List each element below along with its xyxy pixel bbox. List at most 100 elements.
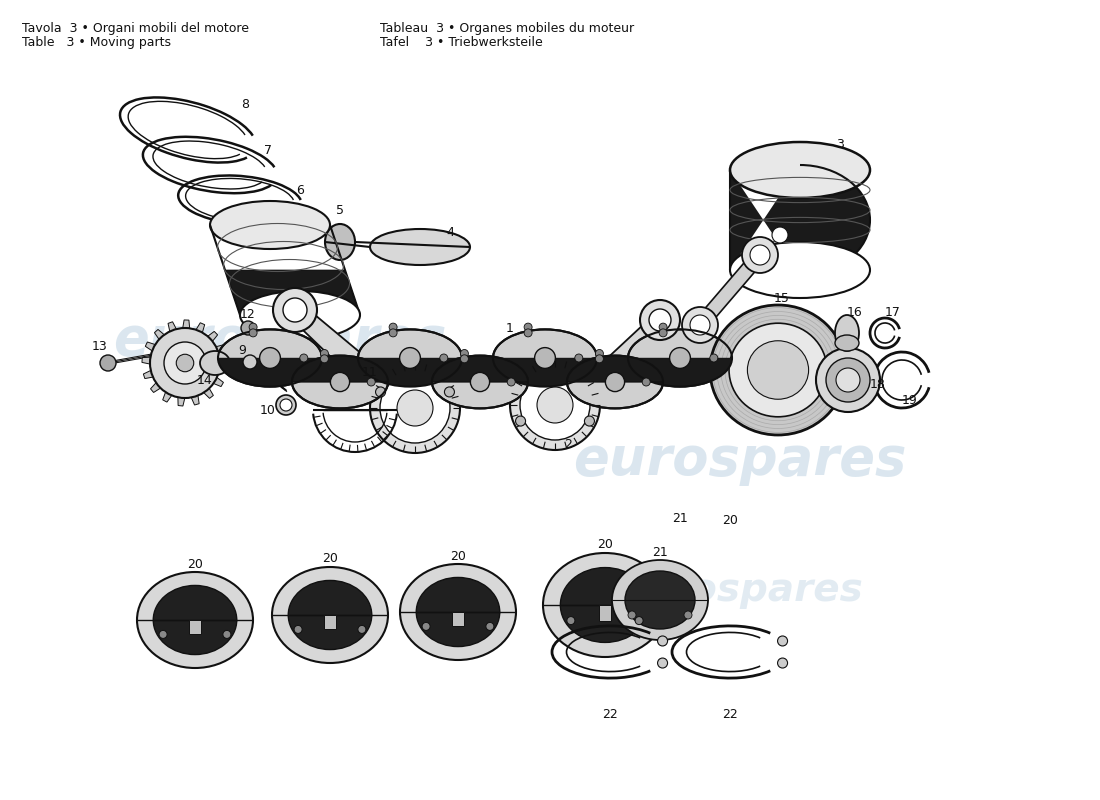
Circle shape bbox=[471, 372, 490, 392]
Polygon shape bbox=[226, 270, 360, 315]
Polygon shape bbox=[216, 363, 228, 371]
Circle shape bbox=[330, 372, 350, 392]
Circle shape bbox=[778, 658, 788, 668]
Ellipse shape bbox=[730, 242, 870, 298]
Polygon shape bbox=[572, 314, 666, 409]
Circle shape bbox=[422, 622, 430, 630]
Text: 20: 20 bbox=[187, 558, 202, 570]
Ellipse shape bbox=[138, 572, 253, 668]
Circle shape bbox=[649, 309, 671, 331]
Ellipse shape bbox=[493, 330, 597, 386]
Circle shape bbox=[358, 626, 366, 634]
Text: 6: 6 bbox=[296, 183, 304, 197]
Polygon shape bbox=[598, 605, 612, 621]
Ellipse shape bbox=[370, 229, 470, 265]
Circle shape bbox=[176, 354, 194, 372]
Text: 11: 11 bbox=[362, 366, 378, 378]
Polygon shape bbox=[189, 392, 199, 405]
Circle shape bbox=[516, 416, 526, 426]
Circle shape bbox=[826, 358, 870, 402]
Text: 1: 1 bbox=[506, 322, 514, 334]
Circle shape bbox=[772, 227, 788, 243]
Circle shape bbox=[280, 399, 292, 411]
Circle shape bbox=[389, 323, 397, 331]
Circle shape bbox=[520, 370, 590, 440]
Ellipse shape bbox=[292, 355, 388, 408]
Circle shape bbox=[659, 329, 667, 337]
Polygon shape bbox=[289, 303, 399, 405]
Text: eurospares: eurospares bbox=[113, 314, 447, 366]
Text: 16: 16 bbox=[847, 306, 862, 319]
Circle shape bbox=[658, 658, 668, 668]
Circle shape bbox=[461, 350, 469, 358]
Text: 20: 20 bbox=[722, 514, 738, 526]
Circle shape bbox=[164, 342, 206, 384]
Ellipse shape bbox=[288, 581, 372, 650]
Ellipse shape bbox=[153, 586, 236, 654]
Circle shape bbox=[397, 390, 433, 426]
Circle shape bbox=[642, 378, 650, 386]
Text: 20: 20 bbox=[450, 550, 466, 562]
Polygon shape bbox=[695, 250, 766, 330]
Polygon shape bbox=[324, 615, 336, 630]
Circle shape bbox=[595, 350, 604, 358]
Circle shape bbox=[150, 328, 220, 398]
Text: Tableau  3 • Organes mobiles du moteur: Tableau 3 • Organes mobiles du moteur bbox=[379, 22, 634, 35]
Circle shape bbox=[461, 355, 469, 363]
Circle shape bbox=[249, 323, 257, 331]
Circle shape bbox=[750, 245, 770, 265]
Polygon shape bbox=[292, 355, 388, 382]
Polygon shape bbox=[212, 345, 226, 355]
Text: 21: 21 bbox=[652, 546, 668, 559]
Circle shape bbox=[566, 617, 575, 625]
Ellipse shape bbox=[543, 553, 667, 657]
Ellipse shape bbox=[218, 330, 322, 386]
Text: eurospares: eurospares bbox=[617, 571, 862, 609]
Circle shape bbox=[628, 611, 636, 619]
Ellipse shape bbox=[324, 224, 355, 260]
Circle shape bbox=[440, 354, 448, 362]
Circle shape bbox=[584, 416, 594, 426]
Circle shape bbox=[507, 378, 515, 386]
Text: 5: 5 bbox=[336, 203, 344, 217]
Ellipse shape bbox=[729, 323, 827, 417]
Polygon shape bbox=[493, 358, 597, 386]
Polygon shape bbox=[183, 320, 190, 332]
Circle shape bbox=[836, 368, 860, 392]
Ellipse shape bbox=[432, 355, 528, 408]
Text: Tavola  3 • Organi mobili del motore: Tavola 3 • Organi mobili del motore bbox=[22, 22, 249, 35]
Ellipse shape bbox=[210, 201, 330, 249]
Text: 13: 13 bbox=[92, 341, 108, 354]
Circle shape bbox=[635, 617, 643, 625]
Ellipse shape bbox=[625, 571, 695, 629]
Circle shape bbox=[379, 373, 450, 443]
Circle shape bbox=[276, 395, 296, 415]
Circle shape bbox=[375, 387, 386, 397]
Polygon shape bbox=[163, 389, 174, 402]
Circle shape bbox=[243, 355, 257, 369]
Polygon shape bbox=[216, 359, 228, 367]
Polygon shape bbox=[151, 380, 164, 393]
Ellipse shape bbox=[272, 567, 388, 663]
Polygon shape bbox=[218, 358, 322, 386]
Text: 12: 12 bbox=[240, 307, 256, 321]
Circle shape bbox=[524, 329, 532, 337]
Circle shape bbox=[575, 354, 583, 362]
Text: 4: 4 bbox=[447, 226, 454, 238]
Circle shape bbox=[249, 329, 257, 337]
Polygon shape bbox=[358, 358, 462, 386]
Ellipse shape bbox=[566, 355, 663, 408]
Text: 7: 7 bbox=[264, 143, 272, 157]
Text: 9: 9 bbox=[238, 343, 246, 357]
Circle shape bbox=[100, 355, 116, 371]
Text: 2: 2 bbox=[564, 438, 572, 451]
Circle shape bbox=[300, 354, 308, 362]
Circle shape bbox=[273, 288, 317, 332]
Circle shape bbox=[389, 329, 397, 337]
Circle shape bbox=[605, 372, 625, 392]
Ellipse shape bbox=[358, 330, 462, 386]
Text: 18: 18 bbox=[870, 378, 886, 391]
Ellipse shape bbox=[400, 564, 516, 660]
Polygon shape bbox=[143, 369, 157, 378]
Circle shape bbox=[510, 360, 600, 450]
